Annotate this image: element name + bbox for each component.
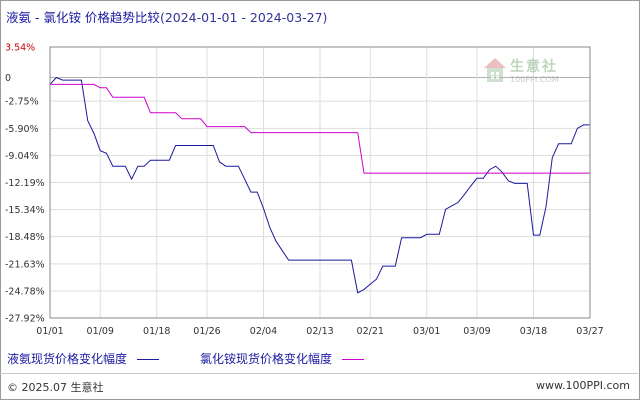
house-logo-icon: [484, 58, 506, 82]
y-axis-ticks: 3.54% 0 -2.75% -5.90% -9.04% -12.19% -15.34% -1…: [5, 43, 45, 325]
legend-swatch-series1: [137, 359, 160, 360]
x-tick-label: 02/21: [357, 326, 384, 337]
plot-area-border: [49, 46, 591, 319]
chart-title: 液氨 - 氯化铵 价格趋势比较(2024-01-01 - 2024-03-27): [6, 7, 327, 26]
x-tick-label: 03/01: [413, 326, 440, 337]
series-line-1: [49, 76, 590, 294]
legend-item-series2: 氯化铵现货价格变化幅度: [200, 350, 365, 367]
x-tick-label: 03/27: [576, 326, 603, 337]
x-tick-label: 01/26: [193, 326, 220, 337]
legend-swatch-series2: [342, 359, 365, 360]
x-tick-label: 01/01: [36, 326, 63, 337]
y-tick-label: -27.92%: [5, 314, 45, 325]
x-axis-ticks: 01/01 01/09 01/18 01/26 02/04 02/13 02/21 03/01…: [36, 326, 603, 337]
chart-title-main: 液氨 - 氯化铵 价格趋势比较: [6, 10, 160, 25]
y-tick-label: -21.63%: [5, 259, 45, 270]
y-tick-label: -24.78%: [5, 286, 45, 297]
y-tick-label: -5.90%: [5, 124, 39, 135]
y-tick-label: 3.54%: [5, 43, 35, 54]
series-line-2: [50, 83, 590, 174]
legend-item-series1: 液氨现货价格变化幅度: [7, 350, 160, 367]
x-tick-label: 02/04: [250, 326, 277, 337]
legend-label-series1: 液氨现货价格变化幅度: [7, 352, 128, 366]
y-tick-label: -15.34%: [5, 205, 45, 216]
watermark-text: 生意社: [510, 59, 558, 75]
chart-series: [49, 76, 590, 294]
footer-divider: [0, 373, 638, 374]
y-tick-label: -18.48%: [5, 232, 45, 243]
x-tick-label: 01/09: [87, 326, 114, 337]
y-tick-label: -9.04%: [5, 151, 39, 162]
copyright-text: © 2025.07 生意社: [7, 381, 104, 394]
x-tick-label: 03/18: [520, 326, 547, 337]
watermark-logo: 生意社 100PPI.COM: [482, 56, 582, 90]
x-tick-label: 03/09: [463, 326, 490, 337]
website-link[interactable]: www.100PPI.com: [536, 379, 630, 392]
y-tick-label: -2.75%: [5, 97, 39, 108]
watermark-url: 100PPI.COM: [510, 75, 559, 84]
x-tick-label: 02/13: [306, 326, 333, 337]
legend-label-series2: 氯化铵现货价格变化幅度: [200, 352, 333, 366]
x-tick-label: 01/18: [143, 326, 170, 337]
y-tick-label: 0: [5, 73, 11, 84]
chart-title-range: (2024-01-01 - 2024-03-27): [159, 10, 328, 25]
y-tick-label: -12.19%: [5, 178, 45, 189]
